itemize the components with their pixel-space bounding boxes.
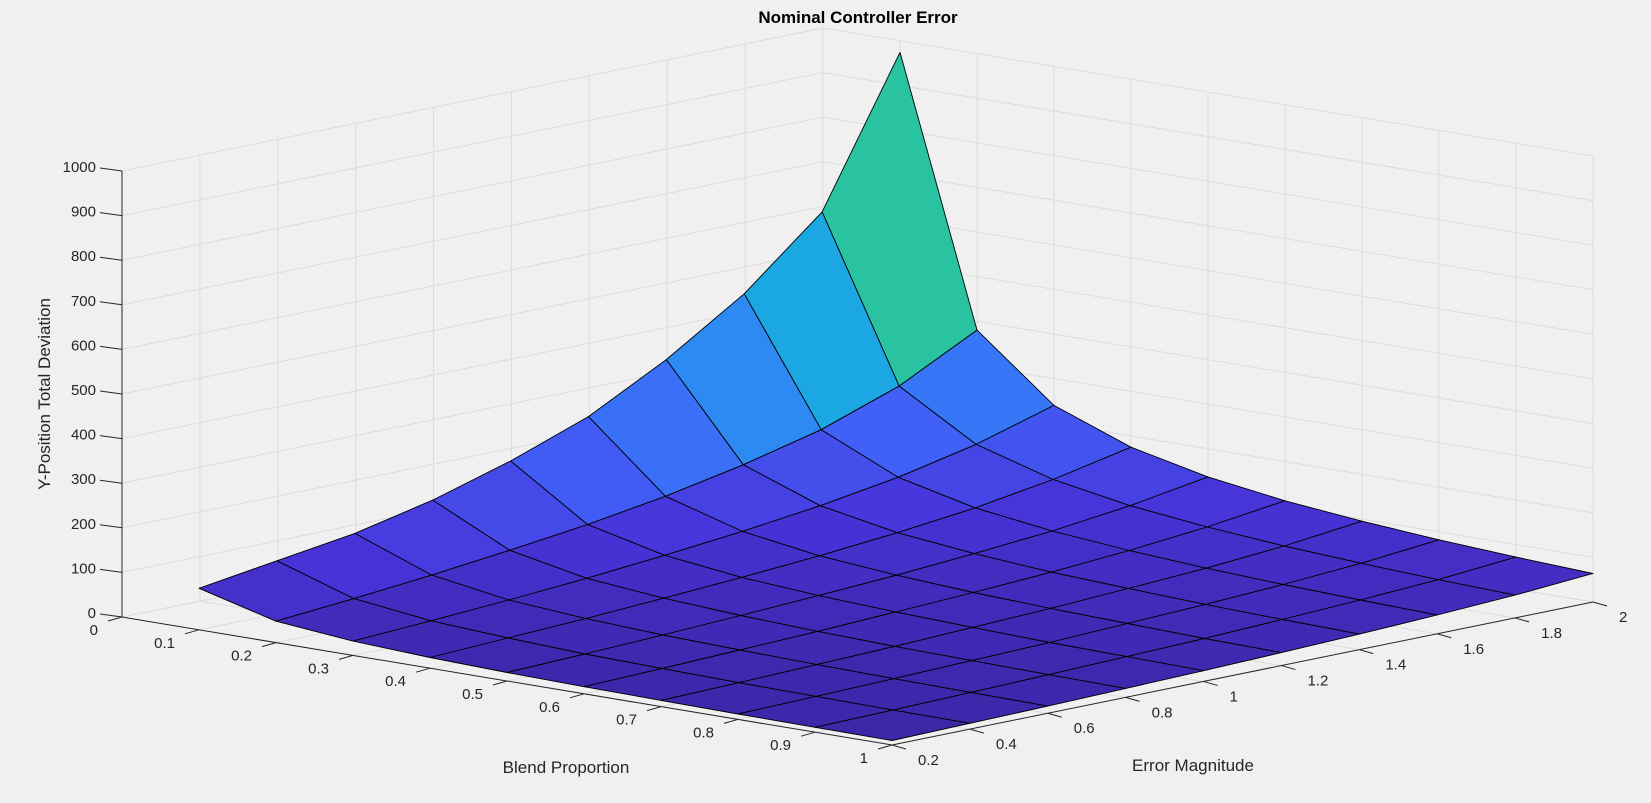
grid-line — [121, 72, 824, 217]
z-tick-label: 900 — [71, 204, 96, 221]
z-tick-label: 800 — [71, 248, 96, 265]
z-tick-label: 400 — [71, 427, 96, 444]
y-tick-label: 1.2 — [1307, 673, 1328, 690]
x-tick-label: 0.6 — [539, 699, 560, 716]
z-axis-label: Y-Position Total Deviation — [35, 298, 54, 490]
grid-line — [121, 161, 824, 306]
grid-line — [822, 72, 1594, 202]
surface-face — [814, 709, 971, 741]
x-tick — [877, 744, 893, 750]
y-tick — [1047, 712, 1062, 718]
x-tick — [184, 629, 200, 635]
x-tick — [723, 718, 739, 724]
z-tick-label: 200 — [71, 516, 96, 533]
x-tick-label: 0.8 — [693, 724, 714, 741]
grid-line — [121, 205, 824, 350]
y-axis-label: Error Magnitude — [1132, 756, 1254, 775]
z-tick — [99, 524, 123, 529]
grid-line — [822, 27, 1594, 157]
x-tick-label: 0.3 — [308, 660, 329, 677]
y-tick — [1592, 601, 1608, 607]
y-tick — [891, 744, 907, 750]
y-tick-label: 0.2 — [918, 752, 939, 769]
x-tick — [415, 667, 431, 673]
x-axis-label: Blend Proportion — [503, 758, 630, 777]
z-tick-label: 100 — [71, 560, 96, 577]
y-tick-label: 1.4 — [1385, 657, 1406, 674]
y-tick — [1359, 649, 1374, 655]
y-tick-label: 0.8 — [1152, 704, 1173, 721]
grid-line — [121, 295, 824, 440]
x-tick — [646, 706, 662, 712]
z-tick-label: 700 — [71, 293, 96, 310]
z-tick — [99, 435, 123, 440]
x-tick-label: 0 — [90, 622, 98, 639]
z-tick — [99, 568, 123, 573]
x-tick — [569, 693, 585, 699]
z-tick — [99, 301, 123, 306]
y-tick-label: 2 — [1619, 609, 1627, 626]
x-tick — [800, 731, 816, 737]
grid-line — [822, 205, 1594, 335]
surface-layer — [198, 51, 1594, 741]
x-tick-label: 0.5 — [462, 686, 483, 703]
z-tick — [99, 613, 123, 618]
axes-layer: 0 0.1 0.2 0.3 0.4 0.5 0.6 0.7 0.8 0.9 1 0.2 0.4 0.6 0.… — [63, 159, 1628, 769]
x-tick-label: 0.7 — [616, 712, 637, 729]
y-tick-label: 0.4 — [996, 736, 1017, 753]
z-tick-label: 0 — [88, 605, 96, 622]
x-tick — [338, 654, 354, 660]
y-tick — [969, 728, 985, 734]
z-tick — [99, 479, 123, 484]
x-tick-label: 0.2 — [231, 648, 252, 665]
z-tick — [99, 212, 123, 217]
grid-line — [121, 250, 824, 395]
y-tick — [1281, 665, 1296, 671]
chart-title: Nominal Controller Error — [758, 8, 958, 27]
y-tick-label: 1.6 — [1463, 641, 1484, 658]
y-tick-label: 0.6 — [1074, 720, 1095, 737]
x-tick-label: 0.1 — [154, 635, 175, 652]
y-tick — [1125, 696, 1140, 702]
grid-line — [822, 116, 1594, 246]
z-tick — [99, 345, 123, 350]
x-tick-label: 0.4 — [385, 673, 406, 690]
grid-line — [121, 116, 824, 261]
z-tick-label: 1000 — [63, 159, 96, 176]
z-tick-label: 500 — [71, 382, 96, 399]
z-tick-label: 300 — [71, 471, 96, 488]
x-tick — [107, 616, 123, 622]
z-tick — [99, 390, 123, 395]
y-tick — [1437, 633, 1452, 639]
z-tick-label: 600 — [71, 337, 96, 354]
z-tick — [99, 256, 123, 261]
y-tick-label: 1.8 — [1541, 625, 1562, 642]
z-tick — [99, 167, 123, 172]
y-tick-label: 1 — [1230, 688, 1238, 705]
grid-line — [121, 27, 824, 172]
x-tick — [261, 642, 277, 648]
y-axis-line — [891, 601, 1594, 746]
grid-line — [822, 161, 1594, 291]
x-tick-label: 0.9 — [770, 737, 791, 754]
y-tick — [1514, 617, 1530, 623]
y-tick — [1203, 680, 1218, 686]
x-tick-label: 1 — [860, 750, 868, 767]
label-layer: Nominal Controller Error Blend Proportio… — [35, 8, 1254, 777]
x-tick — [492, 680, 508, 686]
